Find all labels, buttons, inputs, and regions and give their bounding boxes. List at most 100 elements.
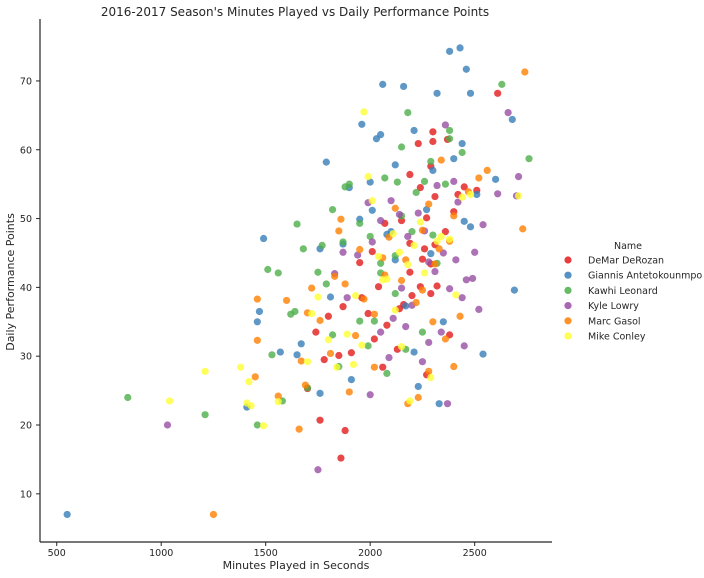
- data-point: [391, 289, 399, 298]
- data-point: [418, 286, 427, 294]
- data-point: [247, 402, 255, 410]
- data-point: [397, 276, 406, 285]
- data-point: [406, 397, 414, 405]
- data-point: [446, 135, 454, 143]
- legend-marker: [564, 256, 572, 264]
- data-point: [391, 306, 399, 314]
- data-point: [163, 421, 172, 429]
- data-point: [402, 302, 410, 310]
- y-tick-label: 10: [20, 489, 32, 500]
- x-axis-ticks: 500 1000 1500 2000 2500: [48, 542, 487, 559]
- data-point: [253, 421, 261, 429]
- data-point: [397, 342, 406, 351]
- data-point: [374, 252, 383, 261]
- data-point: [452, 256, 460, 264]
- data-point: [441, 335, 450, 343]
- data-point: [471, 248, 479, 256]
- data-point: [345, 180, 353, 188]
- data-point: [251, 373, 259, 381]
- data-point: [264, 265, 272, 274]
- legend-label: Kyle Lowry: [588, 301, 639, 312]
- data-point: [377, 259, 385, 267]
- data-point: [322, 280, 330, 288]
- data-point: [443, 400, 452, 408]
- data-point: [255, 307, 264, 316]
- data-point: [253, 336, 261, 344]
- data-point: [299, 245, 307, 253]
- legend-items: DeMar DeRozan Giannis Antetokounmpo Kawhi …: [564, 256, 702, 343]
- data-point: [525, 155, 533, 163]
- data-point: [460, 217, 468, 225]
- data-point: [347, 375, 355, 384]
- data-point: [295, 425, 303, 433]
- data-point: [479, 350, 487, 358]
- data-point: [475, 305, 483, 314]
- data-point: [339, 238, 347, 246]
- x-tick-label: 1000: [149, 548, 173, 559]
- data-point: [420, 269, 429, 277]
- data-point: [333, 363, 341, 371]
- series-2: [124, 80, 533, 429]
- data-point: [437, 328, 445, 336]
- data-point: [458, 193, 466, 201]
- data-point: [339, 303, 347, 311]
- data-point: [368, 197, 376, 205]
- data-point: [209, 510, 218, 519]
- legend-title: Name: [614, 241, 642, 252]
- data-point: [404, 232, 412, 241]
- data-point: [408, 292, 416, 300]
- data-point: [400, 82, 408, 91]
- data-point: [341, 426, 349, 435]
- y-axis-ticks: 10 20 30 40 50 60 70: [20, 76, 40, 500]
- data-point: [297, 340, 305, 348]
- data-point: [343, 294, 351, 302]
- data-point: [370, 317, 378, 325]
- data-point: [414, 382, 422, 391]
- data-point: [425, 338, 433, 347]
- data-point: [324, 336, 332, 344]
- data-point: [475, 174, 483, 182]
- data-point: [395, 248, 404, 256]
- data-point: [431, 267, 439, 276]
- data-point: [418, 328, 427, 336]
- data-point: [358, 120, 366, 128]
- data-point: [468, 274, 477, 283]
- data-point: [308, 284, 316, 292]
- data-point: [431, 192, 439, 201]
- data-point: [331, 272, 339, 280]
- data-point: [349, 360, 358, 369]
- y-tick-label: 20: [20, 421, 32, 432]
- data-point: [429, 318, 437, 326]
- data-point: [260, 422, 268, 430]
- data-point: [404, 108, 412, 117]
- data-point: [165, 397, 174, 405]
- points-layer: [63, 44, 533, 519]
- data-point: [473, 190, 481, 199]
- data-point: [423, 206, 431, 214]
- legend-label: Mike Conley: [588, 332, 646, 343]
- data-point: [397, 284, 406, 292]
- data-point: [416, 183, 424, 192]
- data-point: [508, 115, 516, 124]
- data-point: [383, 321, 391, 329]
- data-point: [427, 250, 435, 258]
- data-point: [412, 188, 420, 197]
- data-point: [260, 234, 268, 243]
- data-point: [335, 351, 343, 360]
- data-point: [494, 89, 502, 97]
- data-point: [366, 178, 374, 186]
- data-point: [418, 226, 427, 234]
- data-point: [276, 348, 284, 356]
- data-point: [326, 349, 335, 358]
- data-point: [462, 65, 470, 73]
- data-point: [410, 348, 418, 356]
- data-point: [479, 221, 487, 229]
- data-point: [316, 416, 324, 424]
- data-point: [377, 328, 385, 336]
- data-point: [351, 331, 360, 340]
- data-point: [429, 137, 437, 146]
- data-point: [406, 170, 414, 179]
- data-point: [437, 232, 445, 241]
- x-tick-label: 1500: [254, 548, 278, 559]
